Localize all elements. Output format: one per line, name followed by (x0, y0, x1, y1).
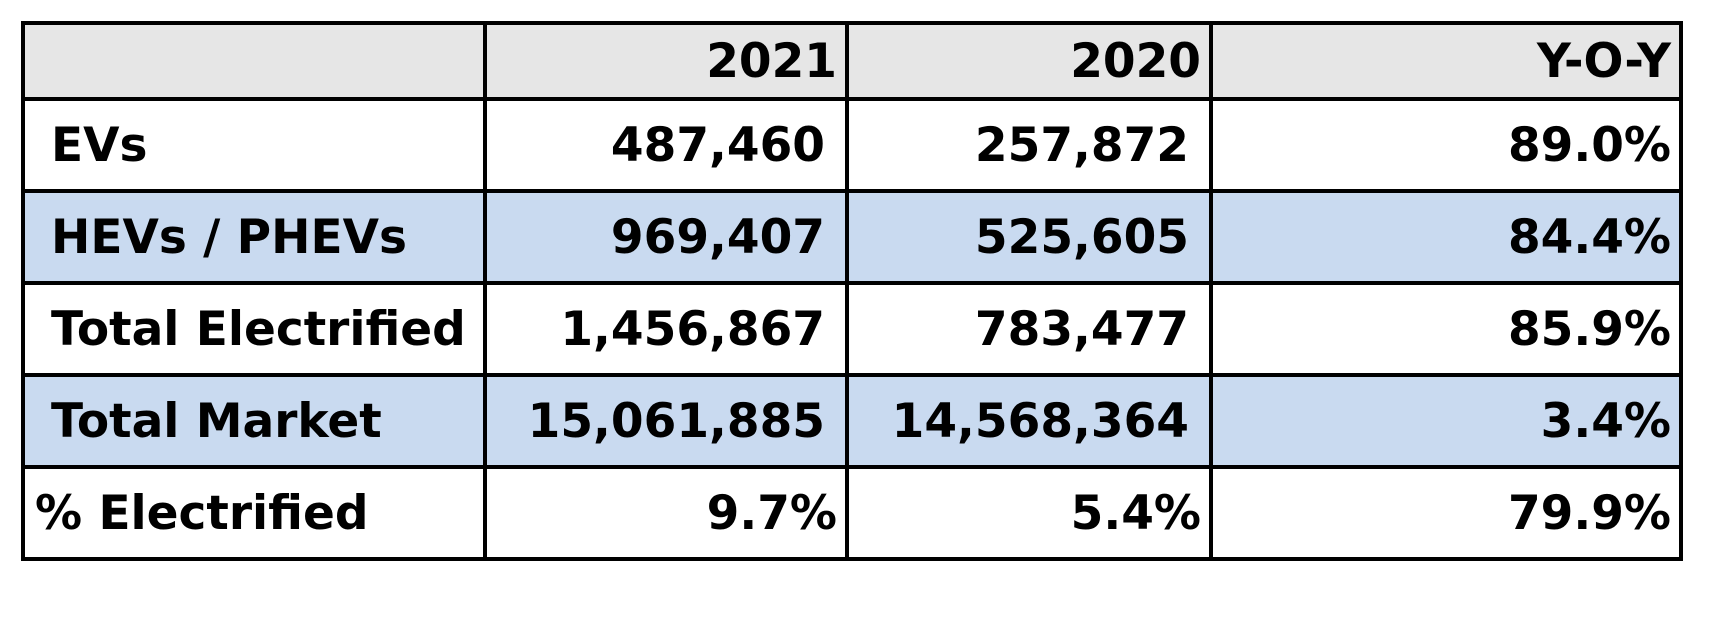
header-yoy: Y-O-Y (1209, 21, 1683, 101)
header-2021: 2021 (483, 21, 849, 101)
cell-2021: 969,407 (483, 189, 849, 285)
header-corner-cell (21, 21, 487, 101)
row-label: Total Market (21, 373, 487, 469)
row-label: % Electrified (21, 465, 487, 561)
electrification-table: 2021 2020 Y-O-Y EVs 487,460 257,872 89.0… (21, 21, 1683, 561)
header-row: 2021 2020 Y-O-Y (21, 21, 1683, 101)
cell-yoy: 85.9% (1209, 281, 1683, 377)
cell-2021: 9.7% (483, 465, 849, 561)
row-total-electrified: Total Electrified 1,456,867 783,477 85.9… (21, 281, 1683, 377)
cell-2021: 15,061,885 (483, 373, 849, 469)
cell-2020: 525,605 (845, 189, 1213, 285)
row-total-market: Total Market 15,061,885 14,568,364 3.4% (21, 373, 1683, 469)
cell-yoy: 3.4% (1209, 373, 1683, 469)
cell-yoy: 79.9% (1209, 465, 1683, 561)
header-2020: 2020 (845, 21, 1213, 101)
cell-2020: 5.4% (845, 465, 1213, 561)
row-label: EVs (21, 97, 487, 193)
cell-2020: 257,872 (845, 97, 1213, 193)
row-evs: EVs 487,460 257,872 89.0% (21, 97, 1683, 193)
row-percent-electrified: % Electrified 9.7% 5.4% 79.9% (21, 465, 1683, 561)
cell-2021: 1,456,867 (483, 281, 849, 377)
cell-2020: 783,477 (845, 281, 1213, 377)
cell-yoy: 84.4% (1209, 189, 1683, 285)
cell-2021: 487,460 (483, 97, 849, 193)
cell-2020: 14,568,364 (845, 373, 1213, 469)
row-hevs-phevs: HEVs / PHEVs 969,407 525,605 84.4% (21, 189, 1683, 285)
row-label: Total Electrified (21, 281, 487, 377)
cell-yoy: 89.0% (1209, 97, 1683, 193)
row-label: HEVs / PHEVs (21, 189, 487, 285)
